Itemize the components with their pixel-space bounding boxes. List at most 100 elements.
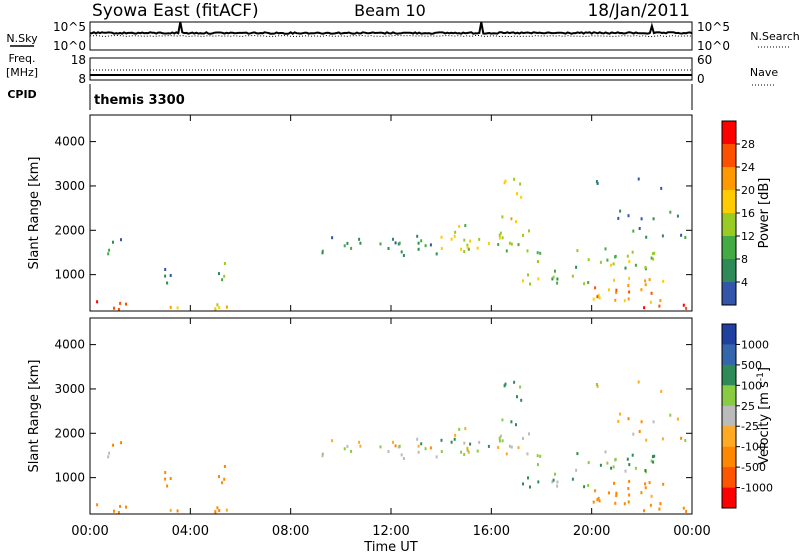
scatter-point	[429, 243, 432, 247]
y-tick-label: 1000	[54, 471, 85, 485]
colorbar-tick-label: -500	[741, 461, 766, 474]
y-tick-label: 4000	[54, 338, 85, 352]
scatter-point	[651, 252, 654, 256]
scatter-point	[587, 281, 590, 284]
scatter-point	[516, 395, 518, 399]
scatter-point	[343, 447, 346, 451]
scatter-point	[120, 238, 122, 242]
scatter-point	[440, 450, 443, 453]
scatter-point	[513, 380, 516, 384]
scatter-point	[634, 263, 637, 267]
scatter-point	[503, 181, 506, 185]
scatter-point	[498, 236, 501, 240]
scatter-point	[321, 251, 324, 255]
scatter-point	[487, 241, 490, 245]
scatter-point	[112, 240, 114, 244]
y-tick-label: 3000	[54, 179, 85, 193]
noise-sky-line	[89, 21, 693, 35]
velocity-plot-background	[90, 318, 692, 514]
scatter-point	[218, 272, 220, 276]
nave-tick-low: 0	[697, 72, 705, 86]
scatter-point	[417, 444, 420, 448]
scatter-point	[658, 304, 661, 308]
scatter-point	[631, 453, 634, 457]
scatter-point	[617, 216, 620, 220]
y-tick-label: 4000	[54, 135, 85, 149]
scatter-point	[615, 288, 618, 292]
colorbar-tick-label: -25	[741, 420, 759, 433]
scatter-point	[552, 275, 555, 279]
scatter-point	[638, 227, 641, 230]
scatter-point	[640, 491, 643, 495]
x-tick-label: 16:00	[473, 524, 510, 539]
velocity-colorbar: 1000 500 100 25 -25 -100 -500 -1000	[721, 323, 773, 509]
freq-panel-frame	[89, 57, 693, 81]
scatter-point	[598, 296, 601, 300]
scatter-point	[643, 306, 646, 310]
scatter-point	[519, 182, 522, 186]
freq-tick-low: 8	[78, 72, 86, 86]
scatter-point	[510, 217, 513, 221]
scatter-point	[680, 436, 683, 440]
x-tick-label: 20:00	[573, 524, 610, 539]
scatter-point	[637, 380, 640, 384]
scatter-point	[108, 451, 111, 455]
scatter-point	[685, 306, 688, 310]
scatter-point	[350, 449, 353, 453]
colorbar-tick-label: 100	[741, 379, 762, 392]
scatter-point	[96, 300, 99, 304]
scatter-point	[596, 181, 599, 185]
scatter-point	[392, 237, 394, 241]
scatter-point	[526, 249, 529, 253]
scatter-point	[613, 481, 615, 485]
scatter-point	[597, 293, 600, 297]
y-tick-label: 3000	[54, 382, 85, 396]
scatter-point	[640, 288, 643, 292]
scatter-point	[476, 246, 479, 250]
colorbar-tick-label: -1000	[741, 482, 773, 495]
scatter-point	[660, 389, 663, 393]
scatter-point	[218, 306, 221, 309]
scatter-point	[658, 507, 661, 511]
scatter-point	[669, 413, 672, 417]
scatter-point	[649, 503, 652, 507]
y-tick-label: 2000	[54, 223, 85, 237]
nave-label: Nave	[750, 66, 778, 79]
scatter-point	[218, 475, 220, 479]
scatter-point	[640, 420, 643, 424]
scatter-point	[501, 236, 504, 240]
scatter-point	[583, 485, 586, 489]
scatter-point	[346, 444, 349, 448]
colorbar-segment	[722, 405, 736, 427]
cpid-value: themis 3300	[94, 93, 185, 108]
scatter-point	[429, 446, 432, 450]
scatter-point	[417, 247, 420, 251]
scatter-point	[498, 436, 501, 440]
scatter-point	[659, 502, 662, 506]
scatter-point	[119, 301, 122, 305]
scatter-point	[610, 466, 613, 470]
scatter-point	[651, 455, 654, 459]
scatter-point	[169, 508, 172, 512]
scatter-point	[166, 281, 169, 285]
scatter-point	[463, 250, 466, 253]
scatter-point	[176, 509, 179, 513]
scatter-point	[96, 503, 99, 507]
power-plot-background	[90, 115, 692, 311]
scatter-point	[164, 471, 167, 474]
scatter-point	[576, 452, 579, 456]
scatter-point	[684, 439, 687, 442]
scatter-point	[659, 299, 662, 303]
scatter-point	[522, 482, 524, 486]
scatter-point	[464, 427, 467, 431]
scatter-point	[598, 499, 601, 503]
colorbar-segment	[722, 385, 736, 407]
y-tick-label: 1000	[54, 268, 85, 282]
colorbar-segment	[722, 446, 736, 468]
scatter-point	[571, 477, 574, 481]
mhz-label: [MHz]	[6, 66, 38, 79]
scatter-point	[214, 307, 217, 311]
scatter-point	[453, 437, 456, 441]
scatter-point	[223, 465, 226, 468]
scatter-point	[527, 476, 529, 480]
